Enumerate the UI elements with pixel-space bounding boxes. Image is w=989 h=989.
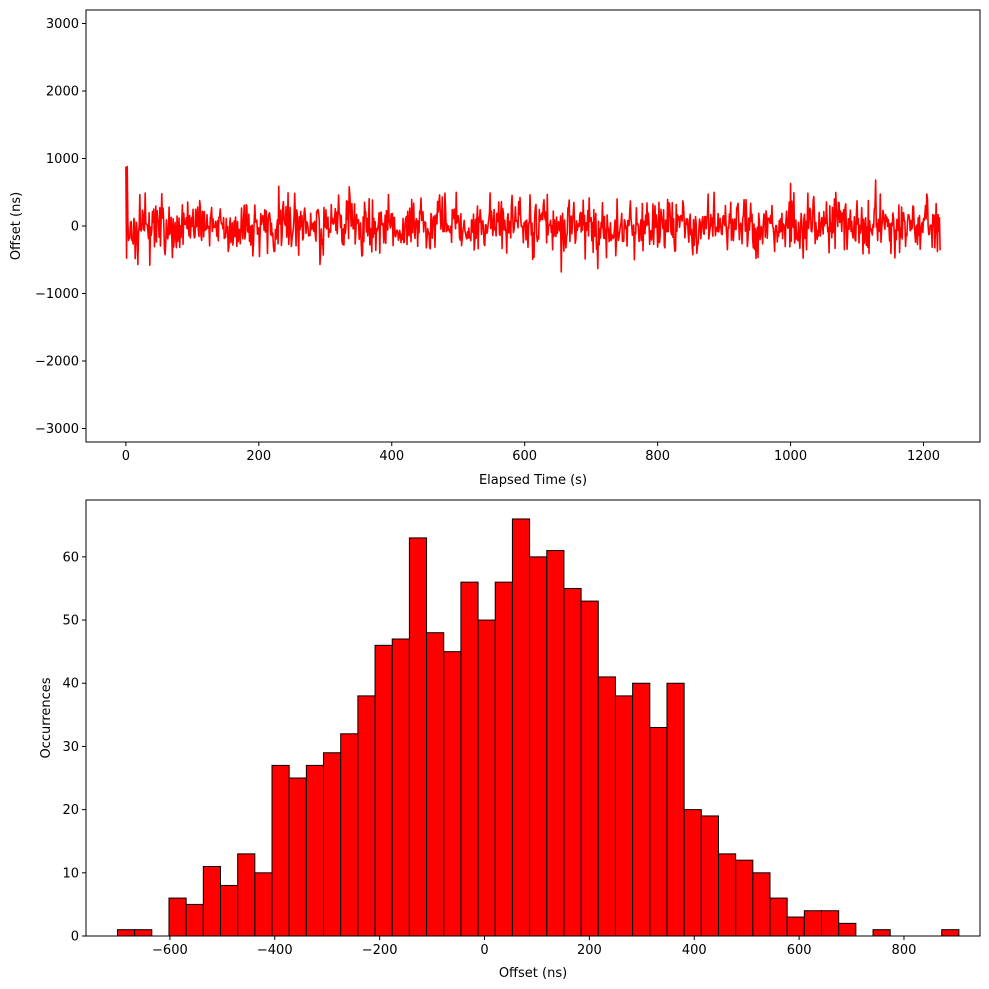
y-tick-label: 20 bbox=[62, 803, 79, 818]
histogram-bar bbox=[838, 922, 857, 937]
histogram-bar bbox=[323, 752, 342, 937]
histogram-bar bbox=[803, 910, 823, 937]
histogram-bar bbox=[408, 537, 428, 937]
y-tick-label: 60 bbox=[62, 550, 79, 565]
x-tick-label: 0 bbox=[122, 449, 130, 464]
histogram-bar bbox=[460, 581, 479, 937]
histogram-bar bbox=[717, 853, 737, 937]
y-tick-label: −1000 bbox=[35, 287, 79, 302]
x-tick-label: −200 bbox=[362, 943, 398, 958]
histogram-bar bbox=[185, 903, 204, 937]
histogram-bar bbox=[614, 695, 634, 937]
histogram-bar bbox=[305, 764, 325, 937]
y-tick-label: 1000 bbox=[46, 152, 79, 167]
x-tick-label: 1200 bbox=[907, 449, 940, 464]
y-tick-label: 2000 bbox=[46, 85, 79, 100]
histogram-bar bbox=[700, 815, 719, 937]
x-tick-label: 400 bbox=[682, 943, 707, 958]
histogram-y-axis-label: Occurrences bbox=[39, 677, 54, 758]
x-tick-label: −600 bbox=[152, 943, 188, 958]
time-series-panel: 0 200 400 600 800 1000 1200 −3000 −2000 −1000 0 10… bbox=[9, 9, 981, 488]
histogram-bar bbox=[357, 695, 376, 937]
histogram-bar bbox=[288, 777, 307, 937]
histogram-bar bbox=[563, 587, 582, 937]
x-tick-label: 400 bbox=[379, 449, 404, 464]
x-tick-label: 600 bbox=[787, 943, 812, 958]
histogram-bar bbox=[426, 632, 445, 937]
time-series-x-axis-label: Elapsed Time (s) bbox=[479, 473, 587, 488]
histogram-bar bbox=[134, 929, 153, 937]
histogram-bar bbox=[735, 859, 754, 937]
histogram-bar bbox=[597, 676, 616, 937]
y-tick-label: 0 bbox=[71, 930, 79, 945]
time-series-y-axis-label: Offset (ns) bbox=[9, 192, 24, 260]
histogram-bar bbox=[683, 809, 702, 937]
histogram-x-axis-label: Offset (ns) bbox=[499, 966, 567, 981]
histogram-bar bbox=[494, 581, 513, 937]
time-series-x-ticks: 0 200 400 600 800 1000 1200 bbox=[122, 442, 940, 464]
histogram-bar bbox=[511, 518, 531, 937]
y-tick-label: −3000 bbox=[35, 422, 79, 437]
x-tick-label: 0 bbox=[480, 943, 488, 958]
histogram-bar bbox=[271, 764, 290, 937]
x-tick-label: −400 bbox=[257, 943, 293, 958]
histogram-bar bbox=[254, 872, 273, 937]
histogram-bar bbox=[786, 916, 805, 937]
time-series-y-ticks: −3000 −2000 −1000 0 1000 2000 3000 bbox=[35, 17, 86, 437]
histogram-bar bbox=[443, 651, 462, 937]
histogram-bar bbox=[202, 865, 221, 937]
histogram-bar bbox=[649, 726, 668, 937]
histogram-bar bbox=[374, 644, 393, 937]
histogram-bar bbox=[752, 872, 771, 937]
histogram-bar bbox=[632, 682, 651, 937]
histogram-bar bbox=[580, 600, 599, 937]
histogram-x-ticks: −600 −400 −200 0 200 400 600 800 bbox=[152, 936, 916, 958]
histogram-bar bbox=[168, 897, 187, 937]
histogram-bar bbox=[391, 638, 410, 937]
histogram-axes-frame bbox=[85, 499, 981, 937]
histogram-bar bbox=[477, 619, 496, 937]
histogram-bar bbox=[666, 682, 685, 937]
y-tick-label: 0 bbox=[71, 220, 79, 235]
x-tick-label: 200 bbox=[577, 943, 602, 958]
histogram-bar bbox=[546, 550, 565, 937]
histogram-bar bbox=[821, 910, 840, 937]
y-tick-label: 10 bbox=[62, 866, 79, 881]
histogram-panel: −600 −400 −200 0 200 400 600 800 0102030405060 … bbox=[39, 499, 981, 981]
y-tick-label: −2000 bbox=[35, 355, 79, 370]
offset-series-line bbox=[125, 165, 941, 273]
histogram-bar bbox=[769, 897, 788, 937]
x-tick-label: 800 bbox=[892, 943, 917, 958]
histogram-bar bbox=[219, 884, 239, 937]
histogram-bars bbox=[116, 518, 960, 937]
y-tick-label: 3000 bbox=[46, 17, 79, 32]
histogram-bar bbox=[529, 556, 548, 937]
x-tick-label: 600 bbox=[512, 449, 537, 464]
histogram-bar bbox=[872, 929, 891, 937]
y-tick-label: 30 bbox=[62, 740, 79, 755]
histogram-bar bbox=[340, 733, 359, 937]
x-tick-label: 200 bbox=[246, 449, 271, 464]
histogram-bar bbox=[237, 853, 256, 937]
x-tick-label: 1000 bbox=[774, 449, 807, 464]
histogram-bar bbox=[941, 929, 960, 937]
y-tick-label: 40 bbox=[62, 677, 79, 692]
y-tick-label: 50 bbox=[62, 614, 79, 629]
x-tick-label: 800 bbox=[645, 449, 670, 464]
histogram-bar bbox=[116, 929, 136, 937]
histogram-y-ticks: 0 10 20 30 40 50 60 bbox=[62, 550, 86, 945]
